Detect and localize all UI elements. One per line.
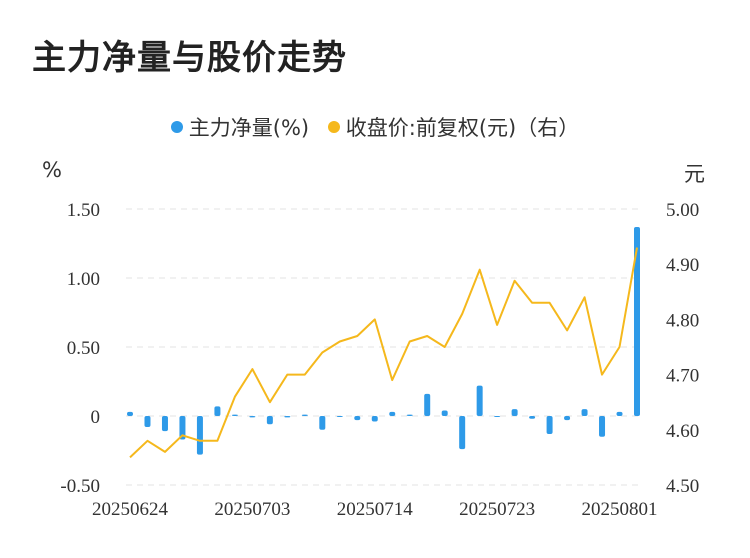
bar-net-flow	[634, 226, 640, 416]
y-right-tick-label: 4.90	[666, 255, 699, 276]
y-right-tick-label: 4.60	[666, 421, 699, 442]
bar-net-flow	[371, 416, 378, 422]
bar-net-flow	[301, 414, 308, 416]
y-left-tick-label: 0.50	[67, 338, 100, 359]
bar-net-flow	[231, 414, 238, 416]
y-left-tick-label: 1.50	[67, 200, 100, 221]
bar-net-flow	[494, 416, 501, 417]
left-axis-unit: %	[42, 158, 62, 182]
y-right-tick-label: 4.70	[666, 366, 699, 387]
chart-title: 主力净量与股价走势	[32, 38, 347, 78]
bar-net-flow	[179, 416, 186, 440]
bar-net-flow	[214, 406, 221, 416]
y-left-tick-label: 1.00	[67, 269, 100, 290]
bar-net-flow	[546, 416, 553, 434]
legend-label-net-flow: 主力净量(%)	[188, 116, 310, 140]
bar-net-flow	[284, 416, 291, 418]
bar-net-flow	[599, 416, 606, 437]
bar-net-flow	[249, 416, 256, 418]
legend-item-net-flow[interactable]: 主力净量(%)	[170, 112, 310, 142]
legend-dot-close-price	[327, 121, 340, 133]
bar-net-flow	[389, 411, 396, 416]
bar-net-flow	[266, 416, 273, 425]
legend: 主力净量(%) 收盘价:前复权(元)（右）	[0, 112, 750, 142]
bar-net-flow	[196, 416, 203, 455]
x-tick-label: 20250703	[214, 499, 290, 520]
legend-dot-net-flow	[170, 121, 183, 133]
y-right-tick-label: 4.50	[666, 476, 699, 497]
bar-net-flow	[319, 416, 326, 430]
y-right-tick-label: 4.80	[666, 310, 699, 331]
bar-net-flow	[161, 416, 168, 432]
bar-net-flow	[336, 416, 343, 417]
x-tick-label: 20250723	[459, 499, 535, 520]
y-right-tick-label: 5.00	[666, 200, 699, 221]
bar-net-flow	[564, 416, 571, 421]
bar-net-flow	[127, 411, 133, 416]
bar-net-flow	[144, 416, 151, 428]
y-left-tick-label: -0.50	[60, 476, 100, 497]
bar-net-flow	[616, 411, 623, 416]
legend-item-close-price[interactable]: 收盘价:前复权(元)（右）	[327, 112, 580, 142]
bar-net-flow	[424, 393, 431, 416]
x-tick-label: 20250714	[337, 499, 414, 520]
bar-net-flow	[354, 416, 361, 421]
x-tick-label: 20250801	[582, 499, 658, 520]
bar-net-flow	[441, 410, 448, 416]
bar-net-flow	[581, 409, 588, 416]
bar-net-flow	[476, 385, 483, 416]
right-axis-unit: 元	[684, 162, 705, 186]
bar-net-flow	[459, 416, 466, 450]
y-left-tick-label: 0	[91, 407, 101, 428]
legend-label-close-price: 收盘价:前复权(元)（右）	[345, 116, 580, 140]
line-close-price	[129, 247, 638, 459]
bar-net-flow	[511, 409, 518, 416]
bar-net-flow	[406, 414, 413, 416]
x-tick-label: 20250624	[92, 499, 169, 520]
bar-net-flow	[529, 416, 536, 419]
